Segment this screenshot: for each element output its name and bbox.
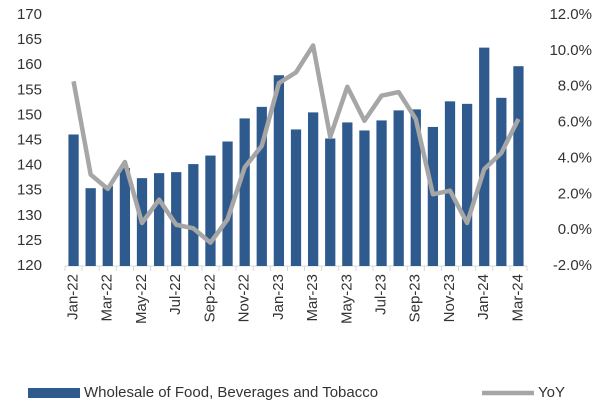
- y2-tick-label: 2.0%: [558, 185, 592, 202]
- bar: [307, 112, 319, 266]
- y2-tick-label: 8.0%: [558, 78, 592, 95]
- x-tick-label: May-22: [133, 274, 150, 324]
- x-tick-label: Mar-23: [304, 274, 321, 322]
- legend-label: YoY: [538, 384, 565, 401]
- x-tick-label: Sep-22: [201, 274, 218, 322]
- y-tick-label: 155: [17, 81, 42, 98]
- bar: [85, 188, 96, 266]
- legend-label: Wholesale of Food, Beverages and Tobacco: [84, 384, 378, 401]
- y-tick-label: 140: [17, 157, 42, 174]
- bar: [153, 173, 165, 266]
- x-tick-label: Jan-22: [65, 274, 82, 320]
- bar: [444, 101, 456, 267]
- bar: [256, 106, 267, 266]
- bar: [376, 120, 387, 266]
- bar: [479, 47, 490, 266]
- x-tick-label: Mar-24: [509, 274, 526, 322]
- bar: [410, 109, 421, 266]
- line: [71, 43, 521, 245]
- bar: [119, 168, 131, 266]
- y-tick-label: 145: [17, 131, 42, 148]
- y2-tick-label: 12.0%: [549, 6, 592, 23]
- y2-tick-label: 0.0%: [558, 221, 592, 238]
- bar: [290, 129, 302, 266]
- bar: [205, 155, 216, 266]
- x-tick-label: Jan-24: [475, 274, 492, 320]
- y2-tick-label: 4.0%: [558, 149, 592, 166]
- y2-tick-label: -2.0%: [553, 257, 592, 274]
- x-tick-label: Sep-23: [407, 274, 424, 322]
- y-tick-label: 165: [17, 31, 42, 48]
- legend-swatch: [28, 388, 80, 398]
- bar: [359, 130, 370, 266]
- bar: [222, 141, 233, 266]
- x-tick-label: Mar-22: [99, 274, 116, 322]
- bar: [325, 138, 336, 266]
- y2-tick-label: 6.0%: [558, 114, 592, 131]
- y-tick-label: 120: [17, 257, 42, 274]
- y2-tick-label: 10.0%: [549, 42, 592, 59]
- bar: [393, 110, 404, 266]
- x-tick-label: Nov-23: [441, 274, 458, 322]
- x-tick-label: Nov-22: [236, 274, 253, 322]
- bar: [461, 103, 473, 266]
- x-tick-label: May-23: [338, 274, 355, 324]
- bar: [496, 97, 507, 266]
- bar: [188, 164, 199, 266]
- bar: [513, 66, 524, 266]
- bar: [68, 134, 79, 266]
- x-tick-label: Jul-22: [167, 274, 184, 315]
- x-tick-label: Jul-23: [373, 274, 390, 315]
- bar: [273, 75, 285, 267]
- y-tick-label: 160: [17, 56, 42, 73]
- bar: [342, 122, 353, 266]
- y-tick-label: 150: [17, 106, 42, 123]
- bar: [239, 118, 250, 266]
- bar: [102, 185, 113, 266]
- x-tick-label: Jan-23: [270, 274, 287, 320]
- bar: [171, 172, 182, 266]
- y-tick-label: 135: [17, 182, 42, 199]
- y-tick-label: 130: [17, 207, 42, 224]
- y-tick-label: 170: [17, 6, 42, 23]
- y-tick-label: 125: [17, 232, 42, 249]
